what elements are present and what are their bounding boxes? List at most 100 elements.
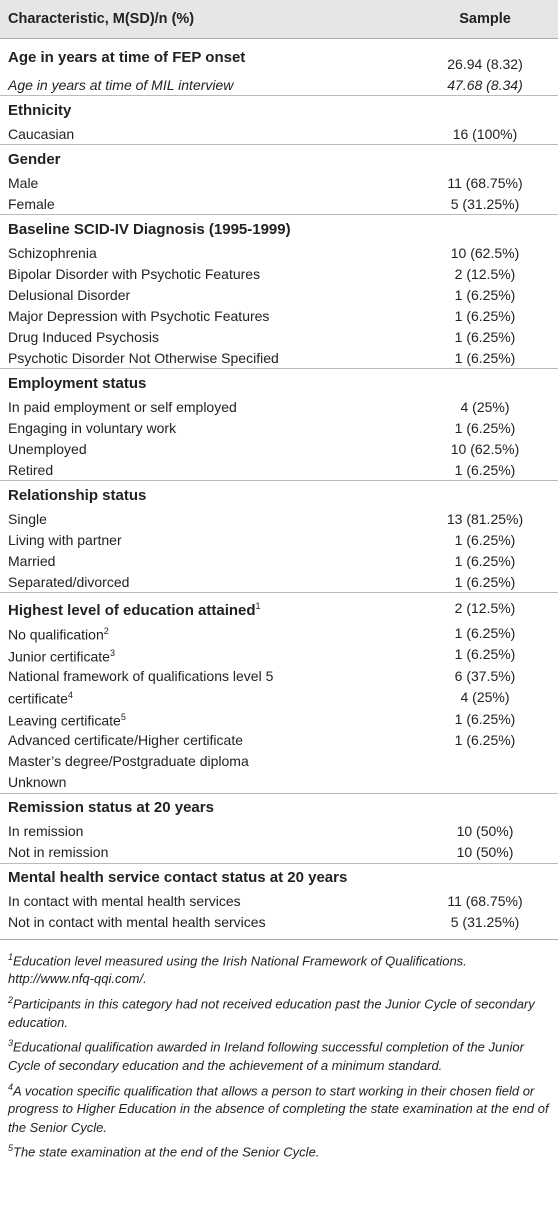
header-cell: Sample — [412, 0, 558, 39]
label-cell: Not in contact with mental health servic… — [0, 911, 412, 940]
row-value: 10 (50%) — [456, 823, 514, 840]
value-cell — [412, 95, 558, 123]
value-cell: 1 (6.25%) — [412, 347, 558, 369]
footnote-text: Education level measured using the Irish… — [8, 952, 467, 987]
label-cell: Relationship status — [0, 480, 412, 508]
value-cell — [412, 214, 558, 242]
table-row: Leaving certificate5 1 (6.25%) — [0, 708, 558, 730]
value-cell: 1 (6.25%) — [412, 708, 558, 730]
footnote-text: The state examination at the end of the … — [13, 1144, 320, 1160]
value-cell — [412, 480, 558, 508]
row-label: Age in years at time of MIL interview — [8, 76, 234, 93]
row-value: 4 (25%) — [460, 689, 510, 706]
footnote-text: Educational qualification awarded in Ire… — [8, 1039, 524, 1074]
value-cell: 2 (12.5%) — [412, 592, 558, 622]
value-cell: 6 (37.5%) — [412, 665, 558, 686]
characteristics-table: Characteristic, M(SD)/n (%) Sample Age i… — [0, 0, 558, 940]
row-value: 4 (25%) — [460, 398, 510, 415]
row-label: Unknown — [8, 774, 67, 791]
row-value: 1 (6.25%) — [454, 286, 516, 303]
label-cell: Living with partner — [0, 529, 412, 550]
row-label: Schizophrenia — [8, 244, 97, 261]
footnote-ref: 3 — [109, 647, 115, 658]
label-cell: Remission status at 20 years — [0, 792, 412, 821]
footnote: 2Participants in this category had not r… — [8, 991, 550, 1032]
row-label: Master’s degree/Postgraduate diploma — [8, 753, 249, 770]
row-value: 11 (68.75%) — [447, 174, 523, 191]
row-label: Retired — [8, 461, 54, 478]
value-cell: 47.68 (8.34) — [412, 74, 558, 96]
label-cell: Engaging in voluntary work — [0, 417, 412, 438]
footnote-ref: 4 — [67, 690, 73, 701]
value-cell: 1 (6.25%) — [412, 622, 558, 644]
value-cell: 1 (6.25%) — [412, 571, 558, 593]
row-value: 11 (68.75%) — [447, 893, 523, 910]
footnote: 3Educational qualification awarded in Ir… — [8, 1034, 550, 1075]
footnote-marker: 5 — [8, 1143, 14, 1154]
table-row: Ethnicity — [0, 95, 558, 123]
label-cell: Mental health service contact status at … — [0, 862, 412, 891]
table-row: Schizophrenia 10 (62.5%) — [0, 242, 558, 263]
row-value: 1 (6.25%) — [454, 419, 516, 436]
table-row: No qualification2 1 (6.25%) — [0, 622, 558, 644]
table-body: Age in years at time of FEP onset 26.94 (… — [0, 39, 558, 940]
table-row: Gender — [0, 144, 558, 172]
row-value: 1 (6.25%) — [454, 461, 516, 478]
table-row: certificate4 4 (25%) — [0, 686, 558, 708]
label-cell: Age in years at time of MIL interview — [0, 74, 412, 96]
table-row: Not in contact with mental health servic… — [0, 911, 558, 940]
table-row: In paid employment or self employed 4 (25… — [0, 396, 558, 417]
value-cell: 5 (31.25%) — [412, 911, 558, 940]
table-row: Remission status at 20 years — [0, 792, 558, 821]
value-cell: 2 (12.5%) — [412, 263, 558, 284]
table-row: In remission 10 (50%) — [0, 821, 558, 842]
row-value: 16 (100%) — [452, 125, 518, 142]
value-cell: 10 (50%) — [412, 842, 558, 864]
footnote-ref: 1 — [255, 601, 261, 611]
row-value: 2 (12.5%) — [454, 599, 516, 616]
row-value: 1 (6.25%) — [454, 573, 516, 590]
value-cell — [412, 792, 558, 821]
label-cell: Schizophrenia — [0, 242, 412, 263]
table-row: Advanced certificate/Higher certificate 1… — [0, 730, 558, 751]
header-row: Characteristic, M(SD)/n (%) Sample — [0, 0, 558, 39]
row-label: Not in contact with mental health servic… — [8, 914, 266, 931]
value-cell — [412, 751, 558, 772]
table-row: Not in remission 10 (50%) — [0, 842, 558, 864]
row-value: 1 (6.25%) — [454, 710, 516, 727]
row-label: Male — [8, 174, 39, 191]
label-cell: Drug Induced Psychosis — [0, 326, 412, 347]
label-cell: Baseline SCID-IV Diagnosis (1995-1999) — [0, 214, 412, 242]
table-row: Master’s degree/Postgraduate diploma — [0, 751, 558, 772]
row-label: Psychotic Disorder Not Otherwise Specifi… — [8, 349, 279, 366]
label-cell: No qualification2 — [0, 622, 412, 644]
value-cell: 4 (25%) — [412, 686, 558, 708]
footnote-ref: 2 — [103, 626, 109, 636]
value-cell: 11 (68.75%) — [412, 891, 558, 912]
label-cell: Unemployed — [0, 438, 412, 459]
value-cell: 1 (6.25%) — [412, 284, 558, 305]
table-row: Delusional Disorder 1 (6.25%) — [0, 284, 558, 305]
row-value: 10 (50%) — [456, 844, 514, 861]
row-label: Leaving certificate — [8, 712, 121, 729]
value-cell — [412, 862, 558, 891]
row-value: 26.94 (8.32) — [447, 55, 523, 72]
label-cell: Not in remission — [0, 842, 412, 864]
table-row: Female 5 (31.25%) — [0, 193, 558, 215]
footnote-marker: 2 — [8, 994, 14, 1005]
label-cell: Major Depression with Psychotic Features — [0, 305, 412, 326]
label-cell: Leaving certificate5 — [0, 708, 412, 730]
table-row: Highest level of education attained1 2 (1… — [0, 592, 558, 622]
table-row: Age in years at time of FEP onset 26.94 (… — [0, 39, 558, 75]
row-label: Female — [8, 195, 55, 212]
row-value: 47.68 (8.34) — [447, 76, 523, 93]
row-value: 6 (37.5%) — [454, 667, 516, 684]
row-value: 10 (62.5%) — [450, 440, 520, 457]
label-cell: National framework of qualifications lev… — [0, 665, 412, 686]
footnote: 4A vocation specific qualification that … — [8, 1078, 550, 1138]
row-value: 13 (81.25%) — [446, 510, 524, 527]
value-cell: 1 (6.25%) — [412, 326, 558, 347]
footnote-ref: 5 — [120, 711, 126, 722]
table-row: Bipolar Disorder with Psychotic Features… — [0, 263, 558, 284]
table-row: Unknown — [0, 772, 558, 794]
